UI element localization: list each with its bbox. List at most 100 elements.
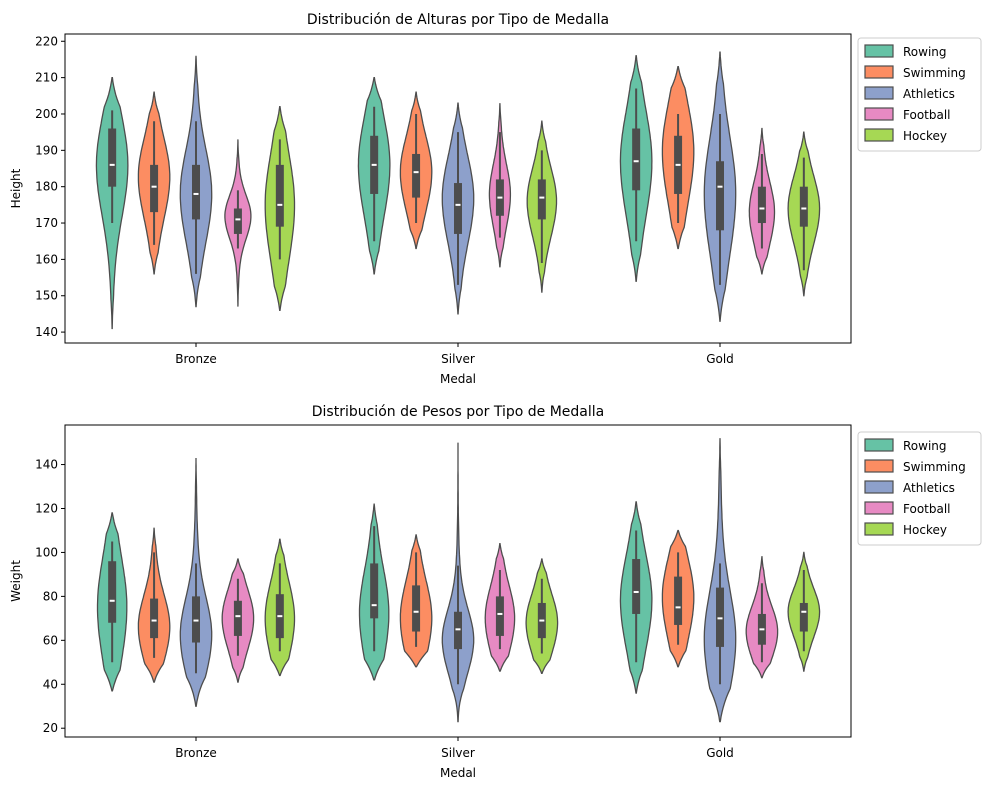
chart-title: Distribución de Alturas por Tipo de Meda… <box>307 12 609 28</box>
iqr-box <box>412 585 421 632</box>
iqr-box <box>632 559 641 614</box>
x-tick-label: Gold <box>706 352 734 366</box>
y-tick-label: 140 <box>35 458 58 472</box>
x-tick-label: Bronze <box>175 746 217 760</box>
y-axis-label: Weight <box>9 560 23 602</box>
median-marker <box>277 615 283 618</box>
median-marker <box>633 160 639 163</box>
legend-label: Rowing <box>903 439 947 453</box>
median-marker <box>717 185 723 188</box>
median-marker <box>455 203 461 206</box>
legend-label: Athletics <box>903 87 955 101</box>
y-tick-label: 190 <box>35 143 58 157</box>
median-marker <box>539 196 545 199</box>
iqr-box <box>192 164 200 220</box>
median-marker <box>717 617 723 620</box>
median-marker <box>455 628 461 631</box>
y-tick-label: 220 <box>35 34 58 48</box>
legend: Rowing Swimming Athletics Football Hockey <box>857 431 982 546</box>
median-marker <box>497 196 503 199</box>
legend-label: Football <box>903 108 951 122</box>
median-marker <box>371 604 377 607</box>
iqr-box <box>716 587 724 647</box>
legend-swatch <box>864 128 894 142</box>
median-marker <box>193 192 199 195</box>
median-marker <box>413 610 419 613</box>
legend-swatch <box>864 480 894 494</box>
iqr-box <box>233 600 242 636</box>
median-marker <box>235 615 241 618</box>
y-tick-label: 200 <box>35 107 58 121</box>
y-tick-label: 180 <box>35 180 58 194</box>
legend-label: Football <box>903 502 951 516</box>
median-marker <box>759 628 765 631</box>
iqr-box <box>108 561 117 623</box>
median-marker <box>675 606 681 609</box>
y-tick-label: 140 <box>35 325 58 339</box>
y-tick-label: 170 <box>35 216 58 230</box>
x-tick-label: Bronze <box>175 352 217 366</box>
y-tick-label: 60 <box>43 633 58 647</box>
legend-swatch <box>864 522 894 536</box>
x-tick-label: Gold <box>706 746 734 760</box>
legend: Rowing Swimming Athletics Football Hockey <box>857 37 982 152</box>
median-marker <box>193 619 199 622</box>
x-axis-label: Medal <box>440 372 476 386</box>
iqr-box <box>454 183 462 234</box>
y-tick-label: 20 <box>43 721 58 735</box>
legend-label: Athletics <box>903 481 955 495</box>
median-marker <box>497 612 503 615</box>
legend-label: Rowing <box>903 45 947 59</box>
iqr-box <box>412 153 421 198</box>
iqr-box <box>716 161 724 231</box>
iqr-box <box>632 128 641 191</box>
y-tick-label: 40 <box>43 677 58 691</box>
chart-2: Distribución de Pesos por Tipo de Medall… <box>9 404 982 780</box>
median-marker <box>633 590 639 593</box>
iqr-box <box>454 611 462 650</box>
y-tick-label: 100 <box>35 545 58 559</box>
iqr-box <box>150 598 159 639</box>
median-marker <box>539 619 545 622</box>
median-marker <box>759 207 765 210</box>
legend-swatch <box>864 501 894 515</box>
median-marker <box>109 599 115 602</box>
legend-swatch <box>864 44 894 58</box>
iqr-box <box>150 164 159 213</box>
iqr-box <box>108 128 117 187</box>
x-axis-label: Medal <box>440 766 476 780</box>
iqr-box <box>495 596 504 636</box>
x-tick-label: Silver <box>441 352 475 366</box>
y-tick-label: 160 <box>35 252 58 266</box>
legend-label: Hockey <box>903 523 947 537</box>
iqr-box <box>757 186 766 224</box>
y-tick-label: 210 <box>35 71 58 85</box>
iqr-box <box>537 179 546 220</box>
legend-label: Swimming <box>903 460 966 474</box>
median-marker <box>413 171 419 174</box>
legend-label: Swimming <box>903 66 966 80</box>
legend-swatch <box>864 107 894 121</box>
median-marker <box>151 185 157 188</box>
median-marker <box>109 163 115 166</box>
iqr-box <box>674 576 683 625</box>
iqr-box <box>799 186 808 227</box>
legend-swatch <box>864 459 894 473</box>
iqr-box <box>275 164 284 227</box>
y-axis-label: Height <box>9 168 23 208</box>
median-marker <box>801 207 807 210</box>
median-marker <box>801 610 807 613</box>
median-marker <box>151 619 157 622</box>
iqr-box <box>799 602 808 632</box>
chart-1: Distribución de Alturas por Tipo de Meda… <box>9 12 982 386</box>
legend-swatch <box>864 65 894 79</box>
y-tick-label: 80 <box>43 589 58 603</box>
x-tick-label: Silver <box>441 746 475 760</box>
median-marker <box>371 163 377 166</box>
median-marker <box>675 163 681 166</box>
median-marker <box>277 203 283 206</box>
y-tick-label: 150 <box>35 289 58 303</box>
y-tick-label: 120 <box>35 501 58 515</box>
legend-swatch <box>864 86 894 100</box>
